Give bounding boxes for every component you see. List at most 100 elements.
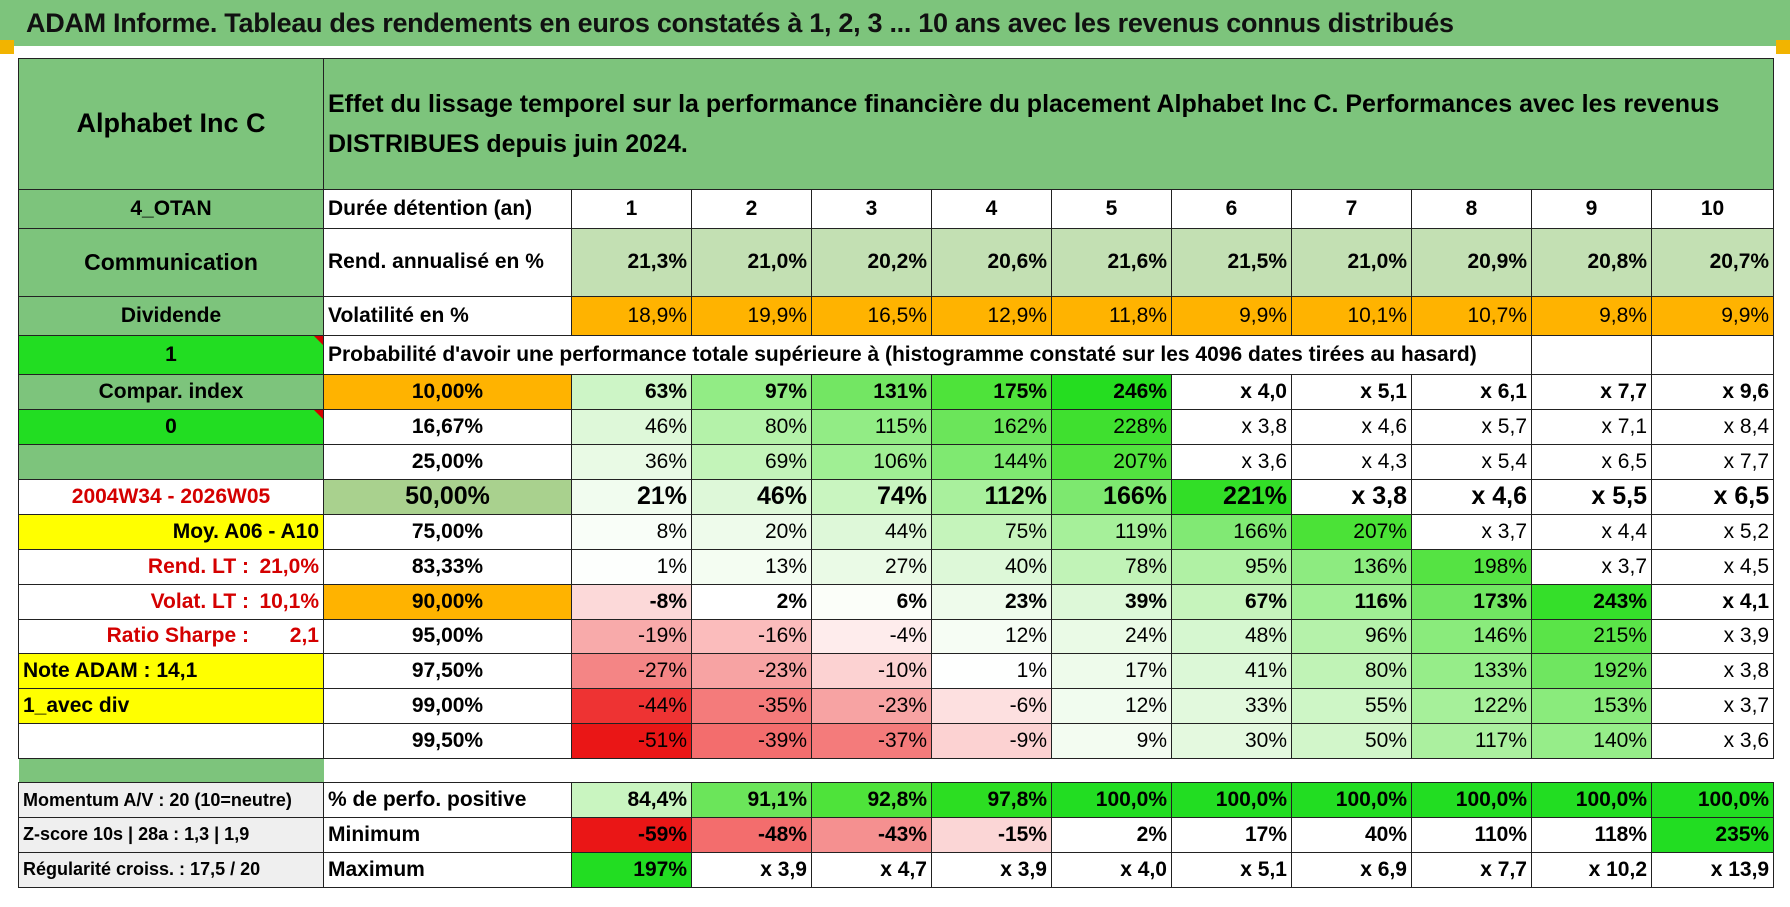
probability-value: 39% [1051, 583, 1172, 620]
probability-value: x 9,6 [1650, 374, 1775, 411]
duration-1: 1 [571, 188, 692, 230]
probability-value: -35% [691, 688, 812, 725]
probability-value: 116% [1291, 583, 1412, 620]
probability-threshold: 95,00% [323, 618, 572, 655]
probability-value: x 4,6 [1291, 409, 1412, 446]
spacer-cell [324, 759, 1774, 783]
maximum-value: x 13,9 [1650, 851, 1775, 889]
probability-value: -6% [931, 688, 1052, 725]
probability-value: 166% [1171, 513, 1292, 550]
empty-label [18, 723, 324, 760]
rendement-value: 20,7% [1650, 228, 1775, 297]
note-adam: Note ADAM : 14,1 [18, 653, 324, 690]
probability-row: 1_avec div 99,00% -44% -35% -23% -6% 12% 33% 55%… [18, 688, 1775, 725]
probability-value: -4% [811, 618, 932, 655]
rendement-value: 20,8% [1531, 228, 1652, 297]
performance-table: Alphabet Inc C Effet du lissage temporel… [18, 58, 1775, 889]
positive-value: 100,0% [1291, 782, 1412, 818]
probability-value: x 3,6 [1171, 444, 1292, 480]
probability-value: 215% [1531, 618, 1652, 655]
probability-value: 192% [1531, 653, 1652, 690]
positive-value: 91,1% [691, 782, 812, 818]
payout-label: Dividende [18, 295, 324, 337]
minimum-value: 235% [1650, 816, 1775, 853]
probability-value: 162% [931, 409, 1052, 446]
minimum-value: 40% [1291, 816, 1412, 853]
probability-threshold: 99,00% [323, 688, 572, 725]
volatilite-row: Dividende Volatilité en % 18,9% 19,9% 16,5… [18, 295, 1775, 337]
probability-value: 228% [1051, 409, 1172, 446]
probability-value: x 5,1 [1291, 374, 1412, 411]
maximum-row: Régularité croiss. : 17,5 / 20 Maximum 197… [18, 851, 1775, 889]
div-label: 1_avec div [18, 688, 324, 725]
probability-value: 153% [1531, 688, 1652, 725]
probability-value: 131% [811, 374, 932, 411]
volat-lt: Volat. LT : 10,1% [18, 583, 324, 620]
probability-value: 17% [1051, 653, 1172, 690]
probability-value: -39% [691, 723, 812, 760]
probability-value: 175% [931, 374, 1052, 411]
probability-row: 0 16,67% 46% 80% 115% 162% 228% x 3,8 x 4,6 x 5,7… [18, 409, 1775, 446]
probability-value: x 3,7 [1531, 548, 1652, 585]
duration-row: 4_OTAN Durée détention (an) 1 2 3 4 5 6 7 8 9 10 [18, 188, 1775, 230]
probability-row: Moy. A06 - A10 75,00% 8% 20% 44% 75% 119% 166% 2… [18, 513, 1775, 550]
probability-value: -51% [571, 723, 692, 760]
probability-threshold: 75,00% [323, 513, 572, 550]
empty-label [18, 444, 324, 480]
probability-value: -27% [571, 653, 692, 690]
probability-value: 67% [1171, 583, 1292, 620]
positive-value: 100,0% [1171, 782, 1292, 818]
probability-threshold: 99,50% [323, 723, 572, 760]
rendement-value: 20,2% [811, 228, 932, 297]
probability-value: 6% [811, 583, 932, 620]
zscore-label: Z-score 10s | 28a : 1,3 | 1,9 [18, 816, 324, 853]
probability-value: 166% [1051, 478, 1172, 515]
probability-value: 117% [1411, 723, 1532, 760]
rendement-value: 21,0% [1291, 228, 1412, 297]
asset-name: Alphabet Inc C [18, 58, 324, 190]
probability-value: 36% [571, 444, 692, 480]
probability-threshold: 16,67% [323, 409, 572, 446]
probability-threshold: 10,00% [323, 374, 572, 411]
positive-value: 84,4% [571, 782, 692, 818]
compar-index-label: Compar. index [18, 374, 324, 411]
volatilite-value: 9,8% [1531, 295, 1652, 337]
probability-value: -44% [571, 688, 692, 725]
probability-value: 21% [571, 478, 692, 515]
probability-value: x 7,7 [1650, 444, 1775, 480]
probability-value: 50% [1291, 723, 1412, 760]
sector-label: Communication [18, 228, 324, 297]
positive-value: 100,0% [1411, 782, 1532, 818]
probability-value: x 5,2 [1650, 513, 1775, 550]
probability-value: 9% [1051, 723, 1172, 760]
maximum-value: x 5,1 [1171, 851, 1292, 889]
probability-value: 96% [1291, 618, 1412, 655]
probability-value: 40% [931, 548, 1052, 585]
rendement-label: Rend. annualisé en % [323, 228, 572, 297]
duration-2: 2 [691, 188, 812, 230]
probability-value: 2% [691, 583, 812, 620]
minimum-value: 17% [1171, 816, 1292, 853]
positive-value: 92,8% [811, 782, 932, 818]
probability-value: 48% [1171, 618, 1292, 655]
volatilite-value: 16,5% [811, 295, 932, 337]
probability-value: 27% [811, 548, 932, 585]
rendement-value: 21,5% [1171, 228, 1292, 297]
probability-value: x 4,1 [1650, 583, 1775, 620]
spacer-row [18, 758, 1774, 783]
rendement-value: 20,6% [931, 228, 1052, 297]
sharpe-ratio-label: Ratio Sharpe : [106, 624, 249, 648]
minimum-row: Z-score 10s | 28a : 1,3 | 1,9 Minimum -59%… [18, 816, 1775, 853]
corner-marker-right [1776, 40, 1790, 54]
duration-5: 5 [1051, 188, 1172, 230]
duration-4: 4 [931, 188, 1052, 230]
probability-value: 97% [691, 374, 812, 411]
volat-lt-label: Volat. LT : [150, 589, 249, 613]
volatilite-value: 10,7% [1411, 295, 1532, 337]
positive-label: % de perfo. positive [323, 782, 572, 818]
probability-value: x 7,7 [1531, 374, 1652, 411]
probability-value: 13% [691, 548, 812, 585]
report-title: ADAM Informe. Tableau des rendements en … [0, 0, 1790, 46]
period-label: 2004W34 - 2026W05 [18, 478, 324, 515]
moy-label: Moy. A06 - A10 [18, 513, 324, 550]
